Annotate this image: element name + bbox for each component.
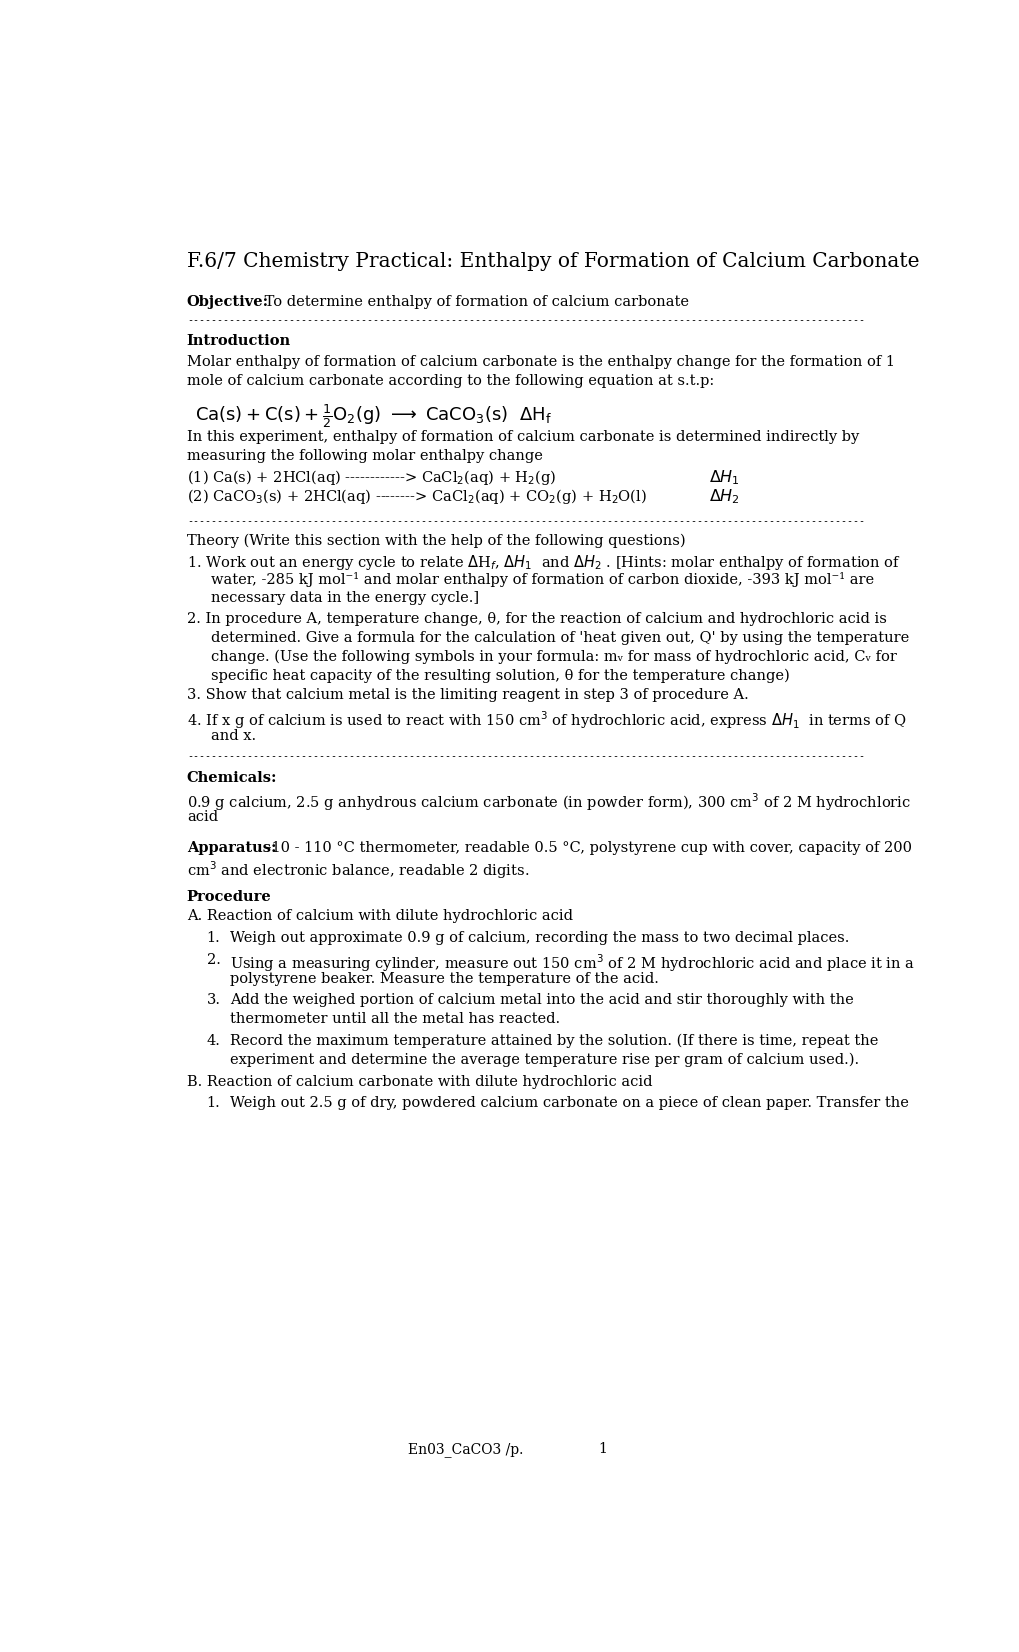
Text: Objective:: Objective:: [186, 296, 269, 309]
Text: -10 - 110 °C thermometer, readable 0.5 °C, polystyrene cup with cover, capacity : -10 - 110 °C thermometer, readable 0.5 °…: [262, 841, 911, 854]
Text: change. (Use the following symbols in your formula: mᵥ for mass of hydrochloric : change. (Use the following symbols in yo…: [210, 649, 896, 664]
Text: --------------------------------------------------------------------------------: ----------------------------------------…: [186, 515, 864, 527]
Text: To determine enthalpy of formation of calcium carbonate: To determine enthalpy of formation of ca…: [259, 296, 688, 309]
Text: Apparatus:: Apparatus:: [186, 841, 276, 854]
Text: necessary data in the energy cycle.]: necessary data in the energy cycle.]: [210, 591, 478, 605]
Text: Weigh out approximate 0.9 g of calcium, recording the mass to two decimal places: Weigh out approximate 0.9 g of calcium, …: [230, 932, 849, 945]
Text: thermometer until all the metal has reacted.: thermometer until all the metal has reac…: [230, 1013, 559, 1026]
Text: Theory (Write this section with the help of the following questions): Theory (Write this section with the help…: [186, 534, 685, 548]
Text: Using a measuring cylinder, measure out 150 cm$^3$ of 2 M hydrochloric acid and : Using a measuring cylinder, measure out …: [230, 953, 914, 975]
Text: 3. Show that calcium metal is the limiting reagent in step 3 of procedure A.: 3. Show that calcium metal is the limiti…: [186, 687, 748, 702]
Text: specific heat capacity of the resulting solution, θ for the temperature change): specific heat capacity of the resulting …: [210, 669, 789, 684]
Text: and x.: and x.: [210, 729, 256, 743]
Text: 1: 1: [597, 1442, 606, 1457]
Text: En03_CaCO3 /p.: En03_CaCO3 /p.: [408, 1442, 523, 1457]
Text: $\Delta H_2$: $\Delta H_2$: [708, 487, 739, 506]
Text: Procedure: Procedure: [186, 890, 271, 904]
Text: (1) Ca(s) + 2HCl(aq) ------------> CaCl$_2$(aq) + H$_2$(g): (1) Ca(s) + 2HCl(aq) ------------> CaCl$…: [186, 468, 555, 487]
Text: cm$^3$ and electronic balance, readable 2 digits.: cm$^3$ and electronic balance, readable …: [186, 859, 529, 882]
Text: 1.: 1.: [206, 1097, 220, 1110]
Text: A. Reaction of calcium with dilute hydrochloric acid: A. Reaction of calcium with dilute hydro…: [186, 909, 573, 923]
Text: determined. Give a formula for the calculation of 'heat given out, Q' by using t: determined. Give a formula for the calcu…: [210, 631, 908, 644]
Text: Weigh out 2.5 g of dry, powdered calcium carbonate on a piece of clean paper. Tr: Weigh out 2.5 g of dry, powdered calcium…: [230, 1097, 908, 1110]
Text: 2.: 2.: [206, 953, 220, 966]
Text: Introduction: Introduction: [186, 334, 290, 349]
Text: water, -285 kJ mol⁻¹ and molar enthalpy of formation of carbon dioxide, -393 kJ : water, -285 kJ mol⁻¹ and molar enthalpy …: [210, 572, 872, 586]
Text: --------------------------------------------------------------------------------: ----------------------------------------…: [186, 752, 864, 762]
Text: --------------------------------------------------------------------------------: ----------------------------------------…: [186, 316, 864, 325]
Text: (2) CaCO$_3$(s) + 2HCl(aq) --------> CaCl$_2$(aq) + CO$_2$(g) + H$_2$O(l): (2) CaCO$_3$(s) + 2HCl(aq) --------> CaC…: [186, 487, 646, 506]
Text: F.6/7 Chemistry Practical: Enthalpy of Formation of Calcium Carbonate: F.6/7 Chemistry Practical: Enthalpy of F…: [186, 251, 918, 271]
Text: $\Delta H_1$: $\Delta H_1$: [708, 468, 739, 487]
Text: 1.: 1.: [206, 932, 220, 945]
Text: polystyrene beaker. Measure the temperature of the acid.: polystyrene beaker. Measure the temperat…: [230, 971, 658, 986]
Text: B. Reaction of calcium carbonate with dilute hydrochloric acid: B. Reaction of calcium carbonate with di…: [186, 1075, 651, 1089]
Text: 3.: 3.: [206, 993, 220, 1008]
Text: 0.9 g calcium, 2.5 g anhydrous calcium carbonate (in powder form), 300 cm$^3$ of: 0.9 g calcium, 2.5 g anhydrous calcium c…: [186, 791, 910, 813]
Text: experiment and determine the average temperature rise per gram of calcium used.): experiment and determine the average tem…: [230, 1052, 859, 1067]
Text: 2. In procedure A, temperature change, θ, for the reaction of calcium and hydroc: 2. In procedure A, temperature change, θ…: [186, 611, 886, 626]
Text: mole of calcium carbonate according to the following equation at s.t.p:: mole of calcium carbonate according to t…: [186, 373, 713, 388]
Text: 4. If x g of calcium is used to react with 150 cm$^3$ of hydrochloric acid, expr: 4. If x g of calcium is used to react wi…: [186, 710, 906, 732]
Text: Add the weighed portion of calcium metal into the acid and stir thoroughly with : Add the weighed portion of calcium metal…: [230, 993, 853, 1008]
Text: Molar enthalpy of formation of calcium carbonate is the enthalpy change for the : Molar enthalpy of formation of calcium c…: [186, 355, 894, 368]
Text: Chemicals:: Chemicals:: [186, 770, 277, 785]
Text: Record the maximum temperature attained by the solution. (If there is time, repe: Record the maximum temperature attained …: [230, 1034, 877, 1049]
Text: 4.: 4.: [206, 1034, 220, 1047]
Text: measuring the following molar enthalpy change: measuring the following molar enthalpy c…: [186, 449, 542, 463]
Text: acid: acid: [186, 809, 218, 824]
Text: In this experiment, enthalpy of formation of calcium carbonate is determined ind: In this experiment, enthalpy of formatio…: [186, 430, 858, 444]
Text: 1. Work out an energy cycle to relate $\Delta$H$_f$, $\Delta H_1$  and $\Delta H: 1. Work out an energy cycle to relate $\…: [186, 553, 900, 572]
Text: $\mathregular{Ca(s) + C(s) + \frac{1}{2}O_2(g)}$ $\longrightarrow$ $\mathregular: $\mathregular{Ca(s) + C(s) + \frac{1}{2}…: [195, 401, 551, 430]
